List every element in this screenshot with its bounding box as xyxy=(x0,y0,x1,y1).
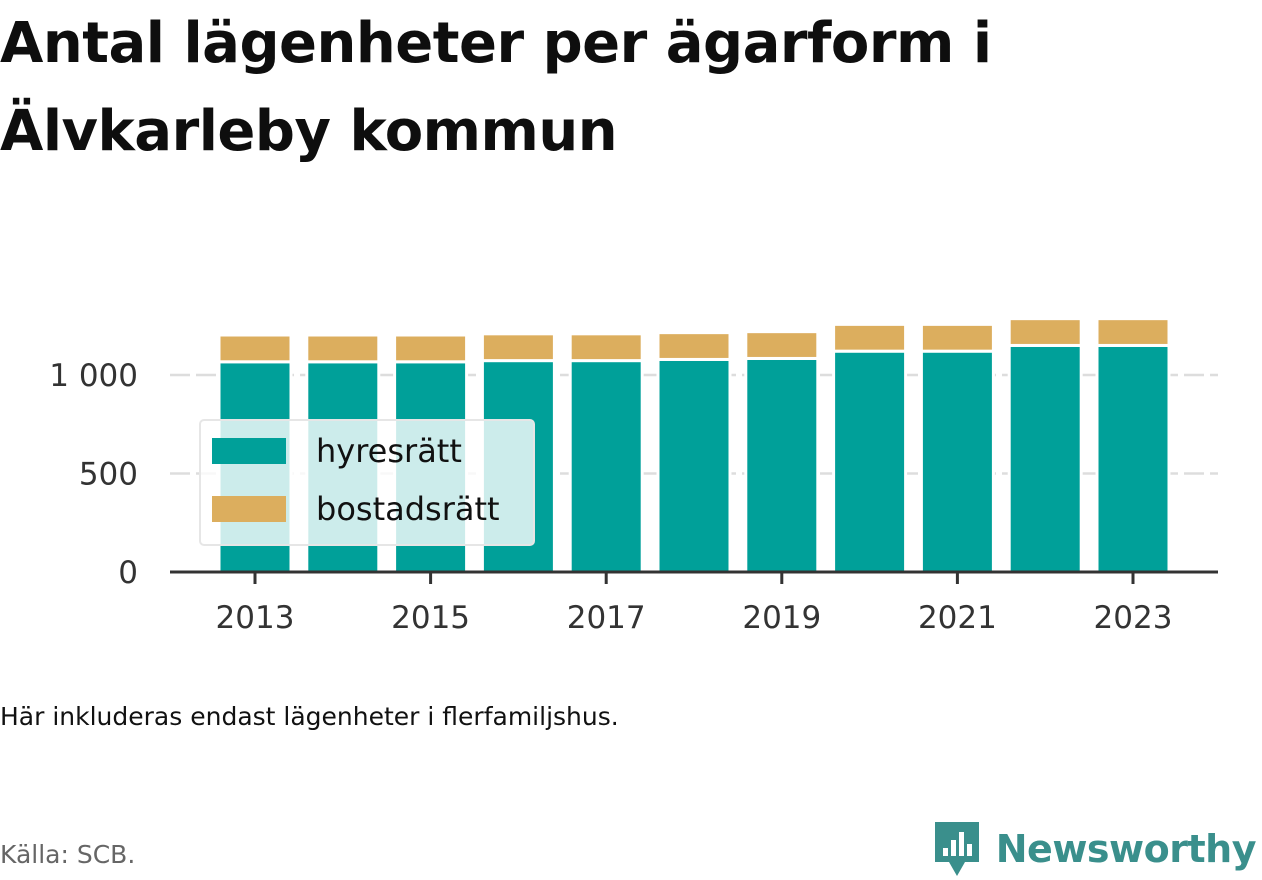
bar-bostadsratt-2015 xyxy=(393,333,469,364)
x-tick-label: 2019 xyxy=(742,600,821,636)
bar-hyresratt-2023 xyxy=(1095,343,1171,574)
bar-hyresratt-2017 xyxy=(568,359,644,574)
legend-swatch-bostadsratt xyxy=(212,496,286,522)
source-credit: Källa: SCB. xyxy=(0,840,136,869)
x-tick-label: 2017 xyxy=(567,600,646,636)
legend-label-bostadsratt: bostadsrätt xyxy=(316,490,500,528)
chart-note: Här inkluderas endast lägenheter i flerf… xyxy=(0,702,619,731)
stacked-bar-chart: 0 500 1 000 2013 2015 2017 2019 2021 2023 hyres… xyxy=(49,317,1218,636)
newsworthy-logo: Newsworthy xyxy=(932,818,1257,880)
bar-bostadsratt-2016 xyxy=(480,332,556,363)
x-axis xyxy=(170,570,1218,584)
y-tick-label: 1 000 xyxy=(49,358,138,394)
legend-swatch-hyresratt xyxy=(212,438,286,464)
x-tick-label: 2021 xyxy=(918,600,997,636)
bar-bostadsratt-2022 xyxy=(1007,317,1083,347)
bar-hyresratt-2019 xyxy=(744,356,820,574)
legend-label-hyresratt: hyresrätt xyxy=(316,432,462,470)
bar-bostadsratt-2013 xyxy=(217,333,293,364)
y-tick-label: 500 xyxy=(79,457,138,493)
chart-title: Antal lägenheter per ägarform i Älvkarle… xyxy=(0,11,992,164)
bar-hyresratt-2018 xyxy=(656,357,732,574)
brand-name: Newsworthy xyxy=(995,827,1257,871)
x-tick-label: 2015 xyxy=(391,600,470,636)
bar-hyresratt-2022 xyxy=(1007,343,1083,574)
bar-bostadsratt-2020 xyxy=(832,322,908,353)
bar-bostadsratt-2023 xyxy=(1095,317,1171,347)
y-tick-label: 0 xyxy=(118,555,138,591)
legend: hyresrätt bostadsrätt xyxy=(199,419,535,546)
bar-bostadsratt-2014 xyxy=(305,333,381,364)
newsworthy-logo-icon xyxy=(934,822,979,876)
x-axis-labels: 2013 2015 2017 2019 2021 2023 xyxy=(216,600,1173,636)
bar-bostadsratt-2017 xyxy=(568,332,644,363)
bar-bostadsratt-2019 xyxy=(744,330,820,360)
bar-hyresratt-2020 xyxy=(832,349,908,574)
bar-bostadsratt-2018 xyxy=(656,331,732,361)
y-axis-labels: 0 500 1 000 xyxy=(49,358,138,591)
x-tick-label: 2013 xyxy=(216,600,295,636)
bar-bostadsratt-2021 xyxy=(919,322,995,353)
bar-hyresratt-2021 xyxy=(919,349,995,574)
x-tick-label: 2023 xyxy=(1094,600,1173,636)
